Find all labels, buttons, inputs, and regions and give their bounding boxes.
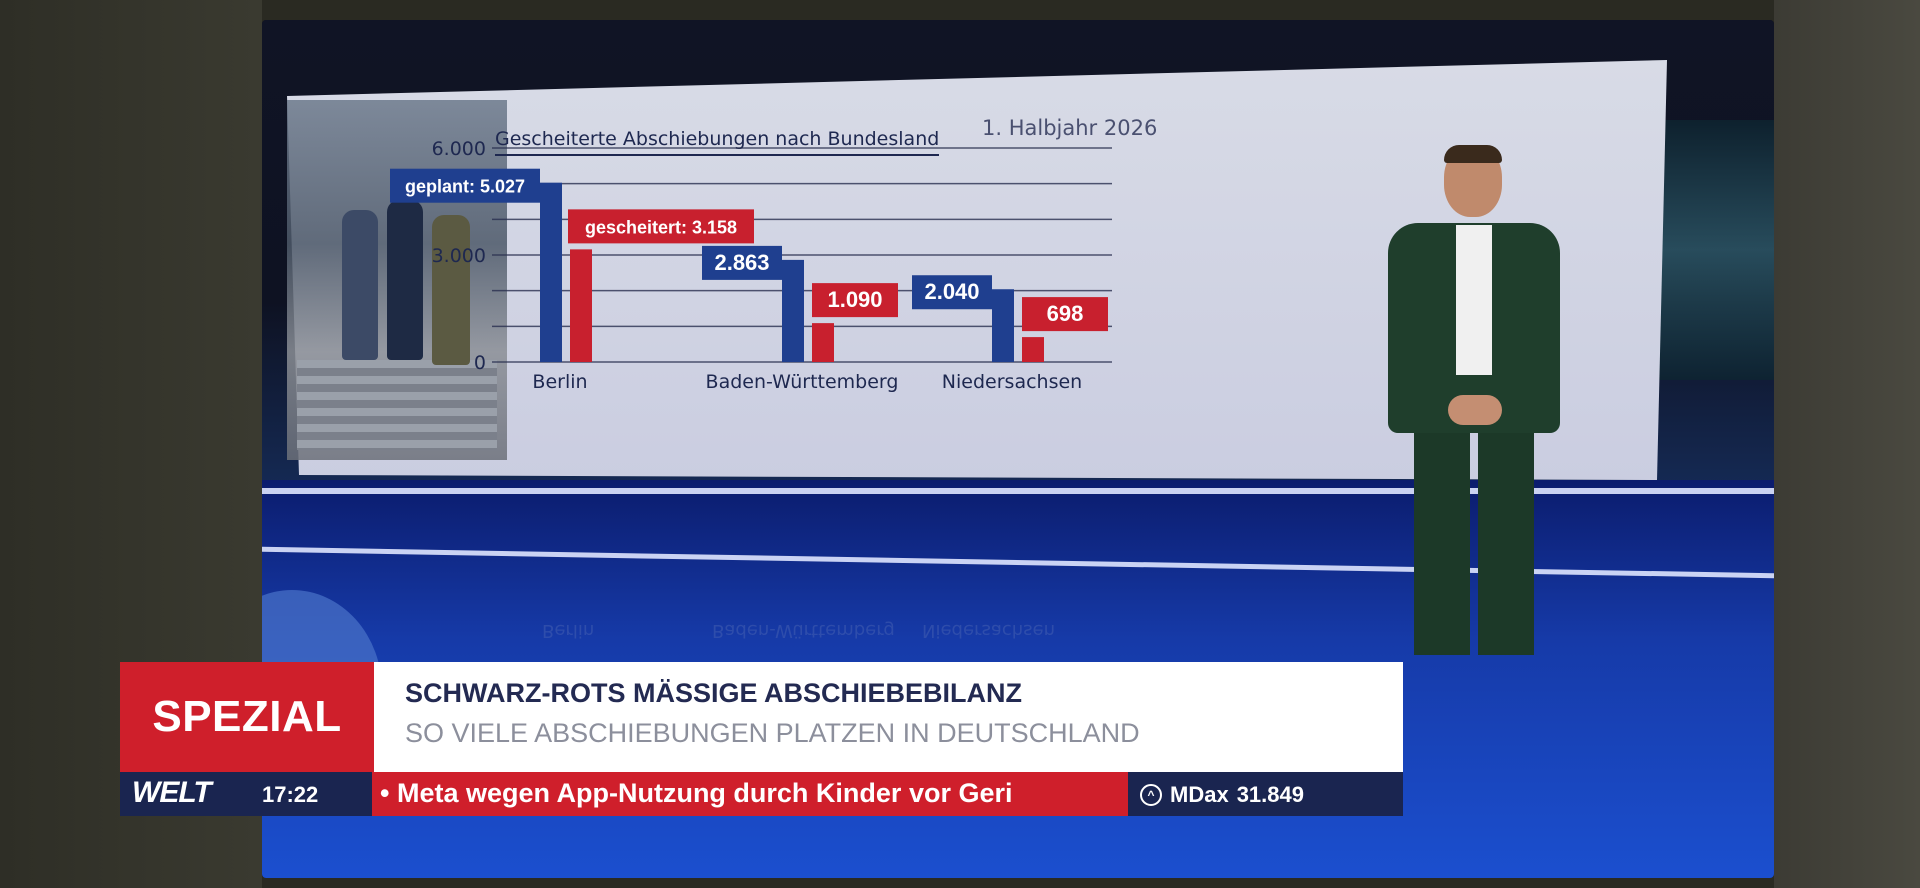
photo-person [387,200,423,360]
chart-title: Gescheiterte Abschiebungen nach Bundesla… [495,128,940,156]
label-box-geplant [390,168,540,203]
data-label-geplant: 2.863 [714,250,769,275]
bar-geplant [540,182,562,362]
clock: 17:22 [262,782,319,807]
floor-reflection-bw: Baden-Württemberg [712,620,895,641]
data-label-geplant: 2.040 [924,279,979,304]
market-up-icon: ^ [1140,784,1162,806]
x-category-label: Baden-Württemberg [706,371,899,393]
x-category-label: Niedersachsen [942,371,1082,393]
chart-subtitle: 1. Halbjahr 2026 [982,116,1158,140]
bar-gescheitert [812,323,834,362]
data-label-gescheitert: 1.090 [827,287,882,312]
photo-person [342,210,378,360]
presenter-hands [1448,395,1502,425]
data-label-gescheitert: 698 [1047,301,1084,326]
lower-third-subline: SO VIELE ABSCHIEBUNGEN PLATZEN IN DEUTSC… [405,718,1140,748]
y-tick-label: 3.000 [432,245,486,267]
photo-stairs [297,360,497,450]
data-label-geplant: geplant: 5.027 [405,177,525,197]
market-value: 31.849 [1236,782,1304,807]
label-box-gescheitert [568,209,754,244]
presenter-shirt [1456,225,1492,375]
label-box-gescheitert [1022,297,1108,332]
x-category-label: Berlin [532,371,587,393]
welt-logo: WELT [132,776,212,809]
y-tick-label: 6.000 [432,138,486,160]
bar-gescheitert [570,249,592,362]
bar-chart: 0 3.000 6.000 geplant: 5.027 gescheitert: 3.… [390,138,1112,393]
presenter-leg [1478,425,1534,655]
spezial-badge: SPEZIAL [120,662,374,772]
market-name: MDax [1170,782,1229,807]
room-wall-right [1774,0,1920,888]
floor-reflection-berlin: Berlin [542,620,595,641]
photo-person [432,215,470,365]
label-box-geplant [702,245,782,280]
bar-geplant [992,289,1014,362]
bar-geplant [782,259,804,362]
floor-light-strip [262,488,1774,494]
market-ticker: ^ MDax 31.849 [1140,782,1304,808]
bar-gescheitert [1022,337,1044,362]
label-box-gescheitert [812,283,898,318]
y-tick-label: 0 [474,352,486,374]
ticker-text: • Meta wegen App-Nutzung durch Kinder vo… [380,778,1013,808]
presenter-hair [1444,145,1502,163]
lower-third-headline: SCHWARZ-ROTS MÄSSIGE ABSCHIEBEBILANZ [405,678,1023,708]
label-box-geplant [912,275,992,310]
news-ticker: • Meta wegen App-Nutzung durch Kinder vo… [372,772,1128,816]
floor-reflection-nds: Niedersachsen [922,620,1056,641]
data-label-gescheitert: gescheitert: 3.158 [585,217,737,237]
presenter [1378,145,1568,665]
presenter-leg [1414,425,1470,655]
